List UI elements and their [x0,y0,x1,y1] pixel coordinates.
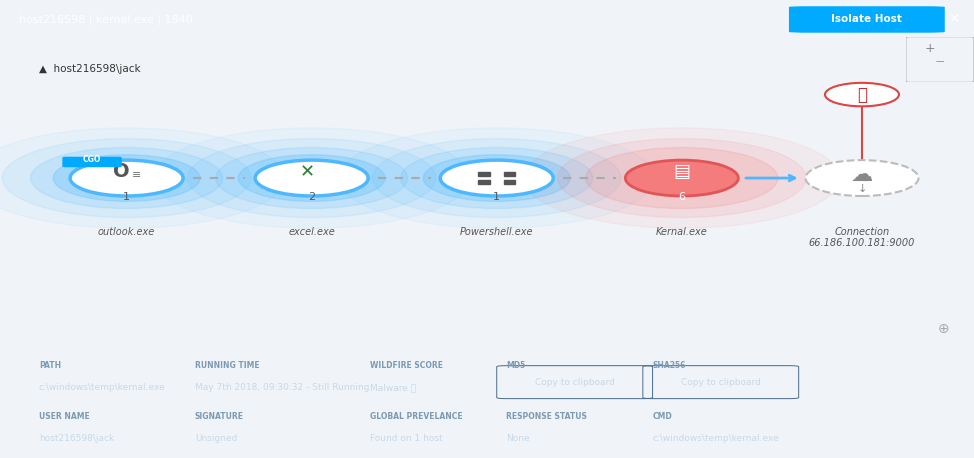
Text: —: — [936,57,944,66]
Text: c:\windows\temp\kernal.exe: c:\windows\temp\kernal.exe [653,434,779,443]
Circle shape [70,160,183,196]
Circle shape [424,155,570,202]
Circle shape [524,128,840,228]
Circle shape [30,147,223,208]
Text: ≡: ≡ [131,170,141,180]
Circle shape [440,160,553,196]
Text: host216598\jack: host216598\jack [39,434,114,443]
Circle shape [215,147,408,208]
Circle shape [2,139,251,218]
Text: excel.exe: excel.exe [288,227,335,237]
Circle shape [625,160,738,196]
Text: ⊕: ⊕ [938,322,950,336]
Text: 1: 1 [123,191,131,202]
Text: Connection
66.186.100.181:9000: Connection 66.186.100.181:9000 [808,227,916,249]
Circle shape [372,139,621,218]
Circle shape [585,147,778,208]
Text: outlook.exe: outlook.exe [98,227,155,237]
Circle shape [339,128,655,228]
Text: ☁: ☁ [851,165,873,185]
Text: ↓: ↓ [857,184,867,194]
Text: ✕: ✕ [949,12,960,27]
Text: ▲  host216598\jack: ▲ host216598\jack [39,64,140,74]
Circle shape [187,139,436,218]
Text: ✕: ✕ [299,163,315,181]
Text: SHA256: SHA256 [653,361,686,370]
Text: Kernal.exe: Kernal.exe [656,227,708,237]
Text: MD5: MD5 [506,361,526,370]
Text: May 7th 2018, 09:30:32 - Still Running: May 7th 2018, 09:30:32 - Still Running [195,383,369,392]
Circle shape [825,83,899,106]
Bar [504,180,515,184]
FancyBboxPatch shape [62,157,122,167]
Text: ▤: ▤ [673,163,691,181]
Text: GLOBAL PREVELANCE: GLOBAL PREVELANCE [370,412,463,421]
Circle shape [805,160,918,196]
FancyBboxPatch shape [789,6,945,33]
Text: Isolate Host: Isolate Host [832,15,902,24]
Text: c:\windows\temp\kernal.exe: c:\windows\temp\kernal.exe [39,383,166,392]
Circle shape [54,155,200,202]
Text: RESPONSE STATUS: RESPONSE STATUS [506,412,587,421]
Text: Ο: Ο [113,163,131,181]
Text: Copy to clipboard: Copy to clipboard [681,378,761,387]
Text: Unsigned: Unsigned [195,434,238,443]
Text: USER NAME: USER NAME [39,412,90,421]
Text: Found on 1 host: Found on 1 host [370,434,443,443]
Circle shape [239,155,385,202]
Text: SIGNATURE: SIGNATURE [195,412,244,421]
Text: PATH: PATH [39,361,61,370]
Text: None: None [506,434,530,443]
Circle shape [154,128,469,228]
Bar [478,172,490,176]
Circle shape [255,160,368,196]
Text: 1: 1 [493,191,501,202]
Text: +: + [924,42,935,55]
Circle shape [400,147,593,208]
Text: Powershell.exe: Powershell.exe [460,227,534,237]
Bar [504,172,515,176]
Circle shape [557,139,806,218]
Text: RUNNING TIME: RUNNING TIME [195,361,259,370]
Bar [478,180,490,184]
Circle shape [0,128,284,228]
Text: WILDFIRE SCORE: WILDFIRE SCORE [370,361,443,370]
Text: Copy to clipboard: Copy to clipboard [535,378,615,387]
Text: host216598 | kernal.exe | 1840: host216598 | kernal.exe | 1840 [19,14,193,25]
Text: CGO: CGO [83,155,100,164]
Text: CMD: CMD [653,412,672,421]
Text: 6: 6 [678,191,686,202]
Text: Malware ⤓: Malware ⤓ [370,383,416,392]
Text: 2: 2 [308,191,316,202]
Text: 🛡: 🛡 [857,86,867,104]
